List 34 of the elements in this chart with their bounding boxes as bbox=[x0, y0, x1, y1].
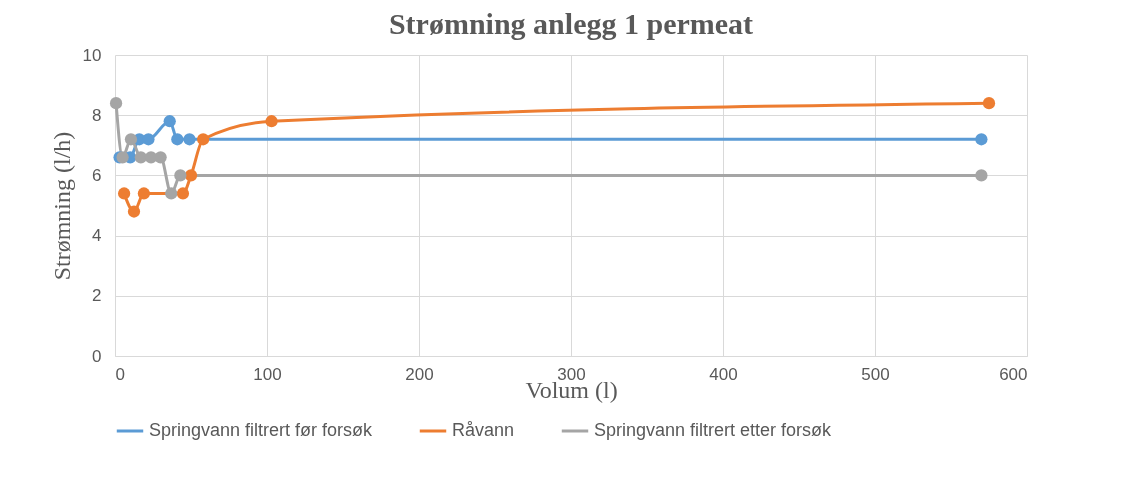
point bbox=[171, 133, 184, 146]
y-tick-label: 10 bbox=[82, 45, 102, 65]
point bbox=[163, 115, 176, 128]
y-tick-label: 6 bbox=[92, 165, 102, 185]
point bbox=[109, 97, 123, 110]
legend-label: Springvann filtrert etter forsøk bbox=[594, 420, 833, 440]
point bbox=[184, 169, 198, 182]
x-tick-label: 100 bbox=[253, 364, 282, 384]
point bbox=[982, 97, 996, 110]
y-tick-label: 4 bbox=[92, 226, 102, 246]
y-tick-label: 2 bbox=[92, 286, 102, 306]
x-tick-label: 200 bbox=[405, 364, 434, 384]
x-tick-label: 600 bbox=[999, 364, 1028, 384]
point bbox=[197, 133, 210, 146]
point bbox=[183, 133, 196, 146]
legend-label: Springvann filtrert før forsøk bbox=[149, 420, 374, 440]
y-tick-label: 0 bbox=[92, 346, 102, 366]
point bbox=[176, 187, 190, 200]
y-axis-title: Strømning (l/h) bbox=[48, 131, 75, 281]
point bbox=[165, 187, 178, 200]
point bbox=[265, 115, 278, 128]
point bbox=[118, 187, 131, 200]
point bbox=[975, 133, 988, 146]
x-tick-label: 400 bbox=[709, 364, 738, 384]
x-tick-label: 0 bbox=[115, 364, 125, 384]
point bbox=[137, 187, 150, 200]
point bbox=[127, 205, 141, 218]
point bbox=[174, 169, 187, 182]
point bbox=[975, 169, 988, 182]
y-tick-label: 8 bbox=[92, 105, 102, 125]
x-tick-label: 500 bbox=[861, 364, 890, 384]
legend-label: Råvann bbox=[452, 420, 515, 440]
chart-title: Strømning anlegg 1 permeat bbox=[388, 7, 754, 40]
point bbox=[124, 133, 138, 146]
